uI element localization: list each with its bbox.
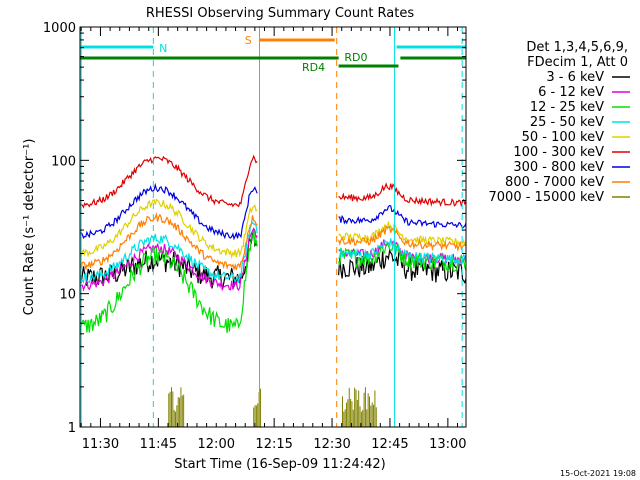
series-1-line-seg-0 <box>79 227 258 292</box>
x-tick-label: 11:30 <box>82 437 119 452</box>
annotation-rd4: RD4 <box>302 61 325 74</box>
series-6-line-seg-0 <box>79 182 258 241</box>
legend-entry-7: 800 - 7000 keV <box>505 175 604 190</box>
series-5-line-seg-1 <box>338 182 467 208</box>
x-tick-label: 12:30 <box>313 437 350 452</box>
x-tick-label: 13:00 <box>429 437 466 452</box>
annotation-rd0: RD0 <box>344 51 367 64</box>
legend-entry-1: 6 - 12 keV <box>538 85 604 100</box>
annotation-n: N <box>159 42 167 55</box>
y-tick-label: 1 <box>68 421 76 436</box>
legend-entry-0: 3 - 6 keV <box>546 70 604 85</box>
annotation-s: S <box>245 34 252 47</box>
series-7-line-seg-1 <box>338 225 467 253</box>
series-0-line-seg-0 <box>79 232 258 290</box>
legend-header-line-1: Det 1,3,4,5,6,9, <box>526 40 628 55</box>
legend-header-line-2: FDecim 1, Att 0 <box>527 55 628 70</box>
y-tick-label: 10 <box>59 288 76 303</box>
legend-entry-5: 100 - 300 keV <box>513 145 604 160</box>
x-tick-label: 11:45 <box>140 437 177 452</box>
x-tick-label: 12:45 <box>371 437 408 452</box>
y-tick-label: 1000 <box>43 21 76 36</box>
legend-entry-8: 7000 - 15000 keV <box>489 190 605 205</box>
plot-frame <box>79 26 467 428</box>
series-6-line-seg-1 <box>338 204 467 230</box>
series-7-line-seg-0 <box>79 212 258 271</box>
series-1-line-seg-1 <box>338 238 467 267</box>
legend-entry-4: 50 - 100 keV <box>522 130 605 145</box>
y-tick-label: 100 <box>51 154 76 169</box>
series-5-line-seg-0 <box>79 154 258 209</box>
footer-date: 15-Oct-2021 19:08 <box>560 469 636 478</box>
data-layer <box>79 154 467 427</box>
legend-entry-2: 12 - 25 keV <box>530 100 604 115</box>
series-0-line-seg-1 <box>338 248 467 284</box>
overlay-layer: N S RD0 RD4 <box>80 27 466 427</box>
legend-entry-3: 25 - 50 keV <box>530 115 604 130</box>
y-axis-label: Count Rate (s⁻¹ detector⁻¹) <box>22 139 37 316</box>
series-3-line-seg-0 <box>79 221 258 284</box>
series-2-line-seg-0 <box>79 229 258 334</box>
x-axis-label: Start Time (16-Sep-09 11:24:42) <box>174 457 385 472</box>
series-4-line-seg-0 <box>79 198 258 260</box>
legend-entry-6: 300 - 800 keV <box>513 160 604 175</box>
axes-layer: 1 10 100 1000 11:30 11:45 12:00 12:15 12:30 12:45… <box>43 21 467 452</box>
x-tick-label: 12:15 <box>255 437 292 452</box>
x-tick-label: 12:00 <box>198 437 235 452</box>
series-3-line-seg-1 <box>338 238 467 266</box>
chart-title: RHESSI Observing Summary Count Rates <box>146 6 415 21</box>
